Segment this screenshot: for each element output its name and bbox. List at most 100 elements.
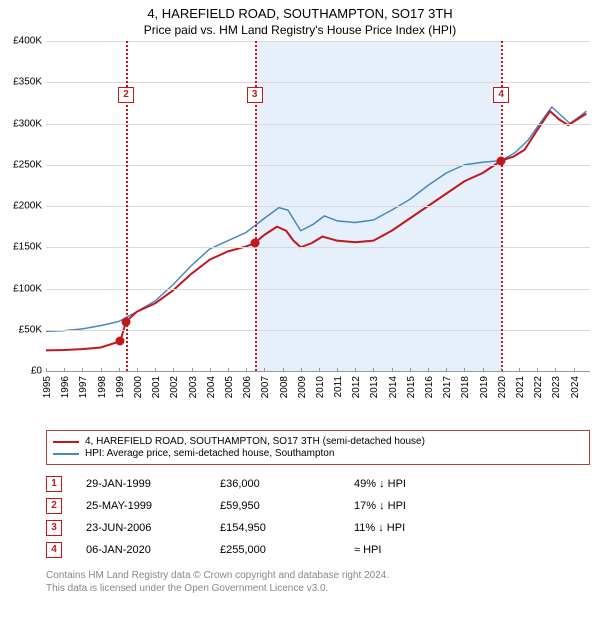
x-tick (373, 368, 374, 372)
transaction-row: 4 06-JAN-2020 £255,000 ≈ HPI (46, 539, 590, 561)
x-tick (283, 368, 284, 372)
chart-container: 4, HAREFIELD ROAD, SOUTHAMPTON, SO17 3TH… (0, 6, 600, 595)
transaction-vline-badge: 4 (493, 87, 509, 103)
x-tick (501, 368, 502, 372)
x-axis-label: 2012 (351, 376, 362, 398)
x-axis-label: 2010 (315, 376, 326, 398)
x-axis-label: 2024 (570, 376, 581, 398)
legend-box: 4, HAREFIELD ROAD, SOUTHAMPTON, SO17 3TH… (46, 430, 590, 465)
x-tick (301, 368, 302, 372)
transaction-price: £36,000 (220, 478, 330, 490)
x-tick (155, 368, 156, 372)
transaction-date: 06-JAN-2020 (86, 544, 196, 556)
x-axis-label: 2022 (533, 376, 544, 398)
y-axis-label: £150K (0, 242, 42, 253)
x-axis-label: 2015 (406, 376, 417, 398)
x-tick (246, 368, 247, 372)
x-tick (392, 368, 393, 372)
transactions-table: 129-JAN-1999£36,00049% ↓ HPI225-MAY-1999… (46, 473, 590, 561)
sale-marker (250, 239, 259, 248)
x-tick (137, 368, 138, 372)
transaction-row: 3 23-JUN-2006 £154,950 11% ↓ HPI (46, 517, 590, 539)
transaction-hpi-note: 49% ↓ HPI (354, 478, 406, 490)
y-axis-label: £350K (0, 77, 42, 88)
transaction-hpi-note: ≈ HPI (354, 544, 381, 556)
x-axis-label: 2004 (206, 376, 217, 398)
x-axis-label: 2011 (333, 376, 344, 398)
plot-area: £0£50K£100K£150K£200K£250K£300K£350K£400… (46, 41, 590, 372)
x-tick (574, 368, 575, 372)
transaction-hpi-note: 17% ↓ HPI (354, 500, 406, 512)
transaction-number-badge: 2 (46, 498, 62, 514)
x-tick (101, 368, 102, 372)
x-tick (228, 368, 229, 372)
legend-item: HPI: Average price, semi-detached house,… (53, 448, 583, 459)
y-axis-label: £200K (0, 201, 42, 212)
chart-titles: 4, HAREFIELD ROAD, SOUTHAMPTON, SO17 3TH… (0, 6, 600, 37)
x-axis-label: 2017 (442, 376, 453, 398)
x-axis-label: 2020 (497, 376, 508, 398)
x-tick (173, 368, 174, 372)
y-axis-label: £250K (0, 159, 42, 170)
x-axis-label: 2007 (260, 376, 271, 398)
x-axis-label: 1996 (60, 376, 71, 398)
x-tick (519, 368, 520, 372)
transaction-date: 29-JAN-1999 (86, 478, 196, 490)
transaction-price: £59,950 (220, 500, 330, 512)
x-axis-label: 1995 (42, 376, 53, 398)
x-axis-label: 2021 (515, 376, 526, 398)
x-tick (82, 368, 83, 372)
x-tick (483, 368, 484, 372)
x-tick (555, 368, 556, 372)
x-tick (537, 368, 538, 372)
footer-line-1: Contains HM Land Registry data © Crown c… (46, 569, 590, 582)
sale-marker (497, 156, 506, 165)
x-axis-label: 2013 (369, 376, 380, 398)
x-axis-label: 2001 (151, 376, 162, 398)
transaction-vline-badge: 2 (118, 87, 134, 103)
x-tick (192, 368, 193, 372)
y-axis-label: £0 (0, 366, 42, 377)
y-axis-label: £50K (0, 324, 42, 335)
x-axis-label: 2023 (551, 376, 562, 398)
transaction-price: £255,000 (220, 544, 330, 556)
x-tick (119, 368, 120, 372)
x-axis-label: 2005 (224, 376, 235, 398)
x-axis-label: 2019 (479, 376, 490, 398)
x-axis-labels: 1995199619971998199920002001200220032004… (46, 372, 590, 422)
transaction-date: 23-JUN-2006 (86, 522, 196, 534)
transaction-number-badge: 3 (46, 520, 62, 536)
transaction-row: 2 25-MAY-1999 £59,950 17% ↓ HPI (46, 495, 590, 517)
x-tick (464, 368, 465, 372)
x-axis-label: 2006 (242, 376, 253, 398)
transaction-hpi-note: 11% ↓ HPI (354, 522, 405, 534)
transaction-row: 129-JAN-1999£36,00049% ↓ HPI (46, 473, 590, 495)
x-axis-label: 2009 (297, 376, 308, 398)
x-axis-label: 1997 (78, 376, 89, 398)
chart-title: 4, HAREFIELD ROAD, SOUTHAMPTON, SO17 3TH (0, 6, 600, 21)
x-axis-label: 2002 (169, 376, 180, 398)
x-axis-label: 2014 (388, 376, 399, 398)
sale-marker (122, 317, 131, 326)
transaction-date: 25-MAY-1999 (86, 500, 196, 512)
legend-label: HPI: Average price, semi-detached house,… (85, 448, 334, 459)
x-tick (210, 368, 211, 372)
legend-label: 4, HAREFIELD ROAD, SOUTHAMPTON, SO17 3TH… (85, 436, 425, 447)
footer-attribution: Contains HM Land Registry data © Crown c… (46, 569, 590, 595)
legend-swatch (53, 453, 79, 455)
x-axis-label: 2016 (424, 376, 435, 398)
transaction-number-badge: 4 (46, 542, 62, 558)
x-tick (428, 368, 429, 372)
transaction-vline-badge: 3 (247, 87, 263, 103)
x-axis-label: 1999 (115, 376, 126, 398)
y-axis-label: £300K (0, 118, 42, 129)
transaction-price: £154,950 (220, 522, 330, 534)
x-tick (446, 368, 447, 372)
x-axis-label: 2018 (460, 376, 471, 398)
legend-swatch (53, 441, 79, 443)
x-tick (46, 368, 47, 372)
x-axis-label: 2003 (188, 376, 199, 398)
y-axis-label: £100K (0, 283, 42, 294)
x-tick (319, 368, 320, 372)
x-tick (337, 368, 338, 372)
